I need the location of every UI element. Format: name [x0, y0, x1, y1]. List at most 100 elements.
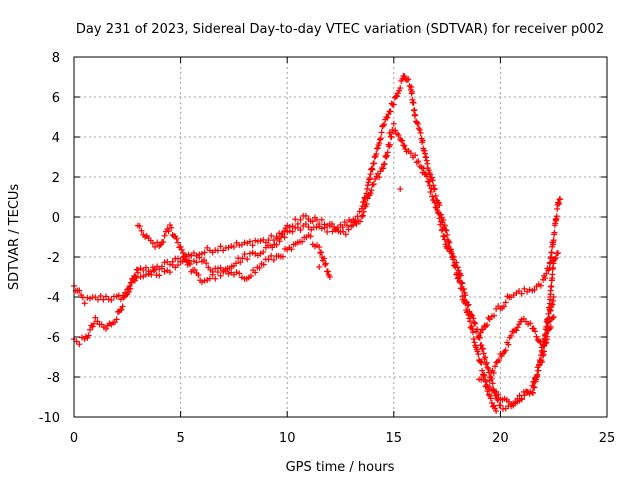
data-point [459, 280, 466, 287]
data-point [475, 351, 482, 358]
data-point [538, 352, 545, 359]
data-point [113, 316, 120, 323]
data-point [386, 130, 393, 136]
data-point [552, 254, 559, 261]
data-point [260, 249, 267, 256]
data-point [549, 301, 556, 308]
data-point [371, 154, 378, 161]
data-point [450, 253, 457, 260]
data-point [360, 208, 367, 215]
data-point [217, 243, 224, 250]
data-point [384, 114, 391, 121]
y-tick-label: 0 [52, 211, 60, 226]
data-point [526, 390, 533, 397]
data-point [468, 323, 475, 330]
data-point [309, 218, 316, 225]
data-point [270, 256, 277, 263]
data-point [508, 332, 515, 339]
data-point [441, 233, 448, 240]
data-point [233, 260, 240, 267]
data-point [533, 333, 540, 340]
data-point [542, 275, 549, 282]
data-point [174, 239, 181, 246]
data-point [188, 252, 195, 259]
x-tick-label: 15 [386, 431, 403, 446]
data-point [265, 237, 272, 244]
data-point [439, 226, 446, 233]
data-point [386, 141, 393, 148]
data-point [551, 256, 558, 263]
data-point [425, 178, 432, 185]
data-point [541, 343, 548, 350]
data-point [550, 314, 557, 320]
data-point [108, 297, 115, 304]
data-point [384, 149, 391, 156]
data-point [497, 402, 504, 409]
data-point [84, 294, 91, 301]
data-point [169, 232, 176, 239]
data-point [502, 347, 509, 354]
data-point [273, 241, 280, 248]
data-point [429, 177, 436, 184]
data-point [549, 271, 556, 278]
data-point [284, 229, 291, 236]
data-point [392, 127, 399, 134]
data-point [269, 244, 276, 251]
data-point [307, 233, 314, 240]
data-point [289, 228, 296, 235]
data-point [437, 221, 444, 228]
data-point [533, 374, 540, 381]
data-point [381, 121, 388, 128]
data-point [294, 220, 301, 227]
data-point [191, 266, 198, 273]
data-point [372, 176, 379, 183]
data-point [548, 249, 555, 256]
data-point [102, 325, 109, 332]
data-point [486, 374, 493, 381]
data-point [365, 179, 372, 186]
data-point [121, 293, 128, 300]
data-point [431, 186, 438, 193]
x-tick-label: 25 [599, 431, 616, 446]
data-point [514, 324, 521, 331]
data-point [388, 133, 395, 140]
y-tick-label: -4 [47, 291, 60, 306]
data-point [198, 279, 205, 286]
data-point [486, 384, 493, 391]
data-point [268, 232, 275, 239]
data-point [190, 258, 197, 265]
data-point [313, 224, 320, 231]
data-point [86, 295, 93, 302]
data-point [521, 285, 528, 292]
data-point [413, 119, 420, 126]
data-point [537, 358, 544, 365]
data-point [400, 142, 407, 149]
data-point [482, 323, 489, 330]
data-point [246, 238, 253, 245]
data-point [543, 270, 550, 277]
data-point [265, 256, 272, 263]
data-point [550, 297, 557, 304]
data-point [428, 174, 435, 181]
data-point [477, 358, 484, 365]
data-point [318, 225, 325, 232]
data-point [466, 308, 473, 315]
data-point [546, 306, 553, 313]
data-point [536, 362, 543, 369]
data-point [73, 338, 80, 345]
data-point [438, 218, 445, 225]
data-point [118, 306, 125, 313]
data-point [152, 243, 159, 250]
data-point [76, 341, 83, 348]
data-point [212, 275, 219, 282]
data-point [380, 122, 387, 129]
data-point [474, 348, 481, 355]
data-point [436, 215, 443, 222]
data-point [420, 165, 427, 172]
data-point [209, 271, 216, 278]
data-point [383, 152, 390, 159]
data-point [233, 269, 240, 276]
data-point [412, 111, 419, 118]
data-point [377, 135, 384, 142]
